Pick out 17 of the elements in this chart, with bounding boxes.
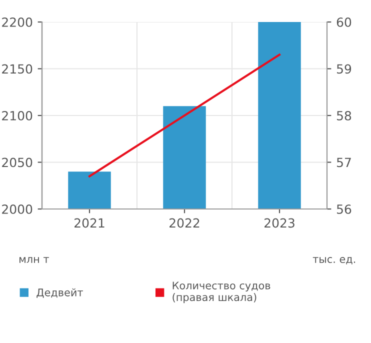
legend-label: Количество судов (правая шкала) [172,282,270,304]
x-tick-label: 2023 [264,218,294,228]
x-tick-label: 2021 [74,218,104,228]
y2-tick-label: 58 [336,110,352,120]
y-axis-title: млн т [19,257,49,263]
y2-tick-label: 60 [336,17,352,27]
y-tick-label: 2000 [2,204,32,214]
y-tick-label: 2050 [2,158,32,168]
y-tick-label: 2200 [2,17,32,27]
y2-tick-label: 56 [336,204,352,214]
x-tick-label: 2022 [170,218,200,228]
y-tick-label: 2150 [2,64,32,74]
legend-label: Дедвейт [36,288,83,298]
y2-tick-label: 57 [336,158,351,168]
y2-axis-title: тыс. ед. [312,257,356,264]
y2-tick-label: 59 [336,64,352,74]
y-tick-label: 2100 [2,110,32,120]
